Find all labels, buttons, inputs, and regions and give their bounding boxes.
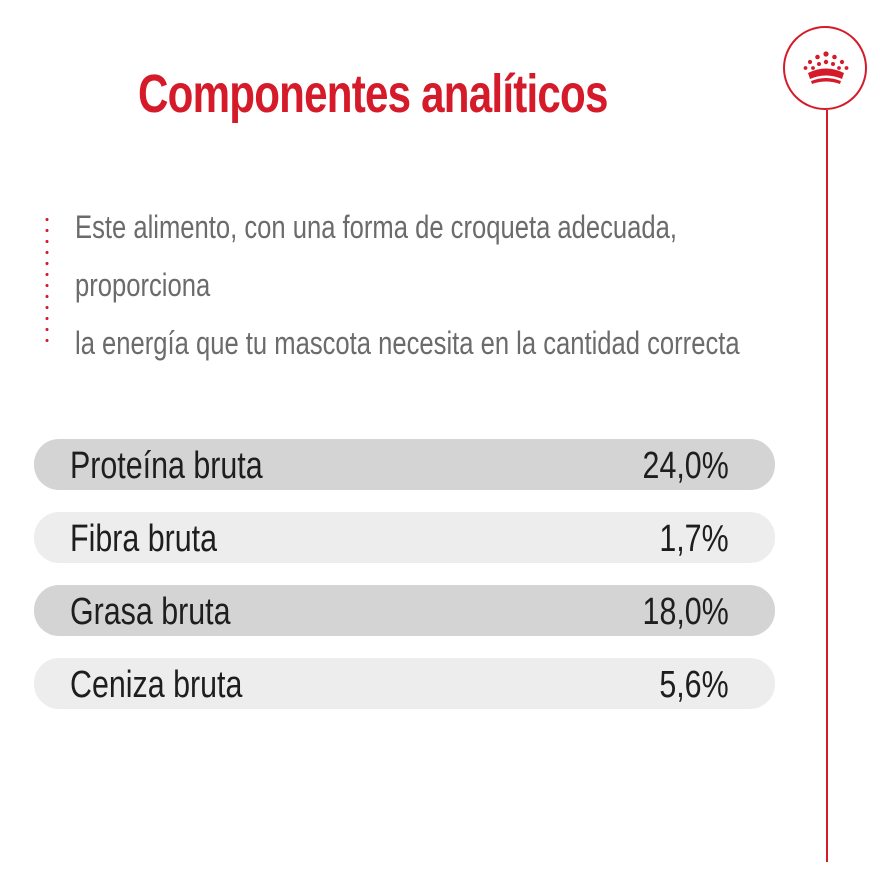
page-title: Componentes analíticos	[138, 64, 608, 124]
description: Este alimento, con una forma de croqueta…	[75, 198, 740, 372]
description-line-1: Este alimento, con una forma de croqueta…	[75, 209, 677, 245]
vertical-accent-line	[826, 110, 828, 862]
component-row-protein: Proteína bruta 24,0%	[34, 439, 775, 490]
component-label: Grasa bruta	[70, 591, 231, 633]
component-row-ash: Ceniza bruta 5,6%	[34, 658, 775, 709]
component-label: Ceniza bruta	[70, 664, 243, 706]
components-list: Proteína bruta 24,0% Fibra bruta 1,7% Gr…	[34, 439, 775, 731]
component-value: 24,0%	[642, 445, 729, 487]
crown-icon	[803, 51, 849, 84]
description-line-3: la energía que tu mascota necesita en la…	[75, 325, 740, 361]
component-row-fiber: Fibra bruta 1,7%	[34, 512, 775, 563]
component-value: 5,6%	[659, 664, 729, 706]
component-label: Fibra bruta	[70, 518, 217, 560]
component-row-fat: Grasa bruta 18,0%	[34, 585, 775, 636]
component-value: 1,7%	[659, 518, 729, 560]
component-label: Proteína bruta	[70, 445, 263, 487]
description-line-2: proporciona	[75, 267, 211, 303]
dotted-divider	[44, 214, 50, 344]
component-value: 18,0%	[642, 591, 729, 633]
brand-badge	[783, 26, 867, 110]
